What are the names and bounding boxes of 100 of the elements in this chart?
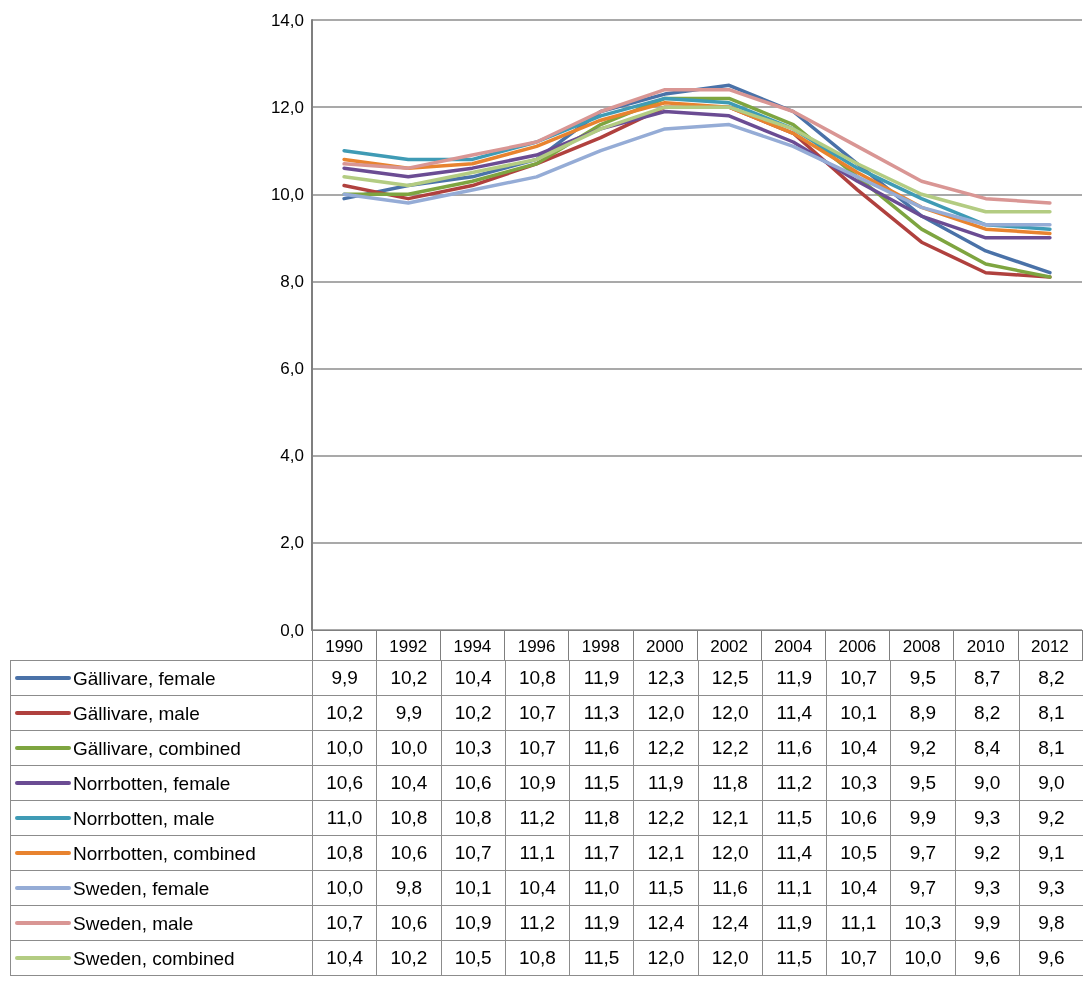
data-label: 12,0	[633, 695, 698, 731]
data-label: 10,6	[376, 905, 441, 941]
data-label: 11,9	[762, 905, 827, 941]
data-label: 12,5	[698, 660, 763, 696]
data-label: 10,3	[890, 905, 955, 941]
x-tick-label: 2012	[1031, 637, 1069, 656]
data-label: 10,4	[441, 660, 506, 696]
data-label: 10,2	[312, 695, 377, 731]
data-label: 10,6	[376, 835, 441, 871]
data-label: 12,1	[698, 800, 763, 836]
data-label: 10,0	[376, 730, 441, 766]
data-label: 10,6	[312, 765, 377, 801]
data-label: 9,9	[955, 905, 1020, 941]
data-label: 11,3	[569, 695, 634, 731]
data-label: 10,9	[505, 765, 570, 801]
x-tick-label: 2006	[838, 637, 877, 656]
line-series	[342, 105, 1052, 214]
data-label: 12,0	[698, 940, 763, 976]
data-label: 10,6	[441, 765, 506, 801]
x-tick-label: 2002	[710, 637, 748, 656]
data-label: 11,5	[762, 940, 827, 976]
data-label: 9,3	[955, 870, 1020, 906]
data-label: 10,7	[441, 835, 506, 871]
line-series	[342, 87, 1052, 205]
data-label: 10,4	[826, 730, 891, 766]
data-label: 9,5	[890, 765, 955, 801]
data-label: 12,0	[698, 835, 763, 871]
data-label: 9,8	[1019, 905, 1083, 941]
x-tick-label: 2000	[646, 637, 684, 656]
data-label: 9,6	[1019, 940, 1083, 976]
data-label: 8,2	[955, 695, 1020, 731]
data-label: 9,0	[955, 765, 1020, 801]
data-label: 10,2	[376, 660, 441, 696]
x-tick-label: 1998	[581, 637, 620, 656]
line-series	[342, 122, 1052, 227]
y-tick-label: 2,0	[280, 533, 304, 553]
data-label: 10,4	[376, 765, 441, 801]
data-label: 10,7	[826, 940, 891, 976]
data-label: 11,5	[633, 870, 698, 906]
data-label: 11,5	[762, 800, 827, 836]
data-label: 10,7	[312, 905, 377, 941]
data-label: 10,4	[312, 940, 377, 976]
x-tick-label: 2008	[902, 637, 941, 656]
data-label: 11,6	[569, 730, 634, 766]
data-label: 10,7	[505, 695, 570, 731]
data-label: 10,7	[826, 660, 891, 696]
x-tick-label: 1996	[517, 637, 556, 656]
data-label: 11,2	[505, 905, 570, 941]
data-label: 9,8	[376, 870, 441, 906]
legend-label: Norrbotten, female	[73, 772, 231, 794]
data-label: 10,7	[505, 730, 570, 766]
data-label: 11,5	[569, 940, 634, 976]
data-label: 12,4	[633, 905, 698, 941]
data-label: 11,1	[826, 905, 891, 941]
data-label: 10,8	[441, 800, 506, 836]
y-tick-label: 4,0	[280, 446, 304, 466]
data-label: 11,1	[505, 835, 570, 871]
data-label: 8,2	[1019, 660, 1083, 696]
data-label: 10,1	[441, 870, 506, 906]
legend-label: Sweden, combined	[73, 947, 235, 969]
data-label: 11,1	[762, 870, 827, 906]
data-label: 11,0	[569, 870, 634, 906]
legend-label: Gällivare, female	[73, 667, 216, 689]
data-label: 10,4	[826, 870, 891, 906]
data-label: 9,2	[1019, 800, 1083, 836]
data-label: 11,0	[312, 800, 377, 836]
data-label: 12,0	[633, 940, 698, 976]
data-label: 9,5	[890, 660, 955, 696]
data-label: 9,7	[890, 870, 955, 906]
legend-label: Sweden, female	[73, 877, 210, 899]
data-label: 9,0	[1019, 765, 1083, 801]
data-label: 12,4	[698, 905, 763, 941]
data-label: 9,1	[1019, 835, 1083, 871]
data-label: 10,5	[441, 940, 506, 976]
x-tick-label: 1990	[325, 637, 363, 656]
data-label: 10,0	[890, 940, 955, 976]
data-label: 12,2	[633, 800, 698, 836]
data-label: 9,7	[890, 835, 955, 871]
data-label: 10,2	[441, 695, 506, 731]
data-label: 10,0	[312, 870, 377, 906]
data-label: 11,9	[569, 905, 634, 941]
data-label: 8,7	[955, 660, 1020, 696]
y-tick-label: 12,0	[270, 97, 304, 117]
data-label: 10,6	[826, 800, 891, 836]
legend-label: Norrbotten, male	[73, 807, 215, 829]
data-label: 9,6	[955, 940, 1020, 976]
data-label: 8,9	[890, 695, 955, 731]
data-label: 10,3	[441, 730, 506, 766]
data-label: 9,2	[890, 730, 955, 766]
data-label: 10,0	[312, 730, 377, 766]
x-tick-label: 2010	[966, 637, 1005, 656]
y-tick-label: 8,0	[280, 271, 304, 291]
data-label: 11,2	[762, 765, 827, 801]
legend-label: Gällivare, combined	[73, 737, 241, 759]
legend-label: Sweden, male	[73, 912, 194, 934]
data-label: 9,9	[312, 660, 377, 696]
data-label: 10,8	[505, 940, 570, 976]
y-tick-label: 6,0	[280, 359, 304, 379]
data-label: 9,3	[1019, 870, 1083, 906]
data-label: 10,9	[441, 905, 506, 941]
